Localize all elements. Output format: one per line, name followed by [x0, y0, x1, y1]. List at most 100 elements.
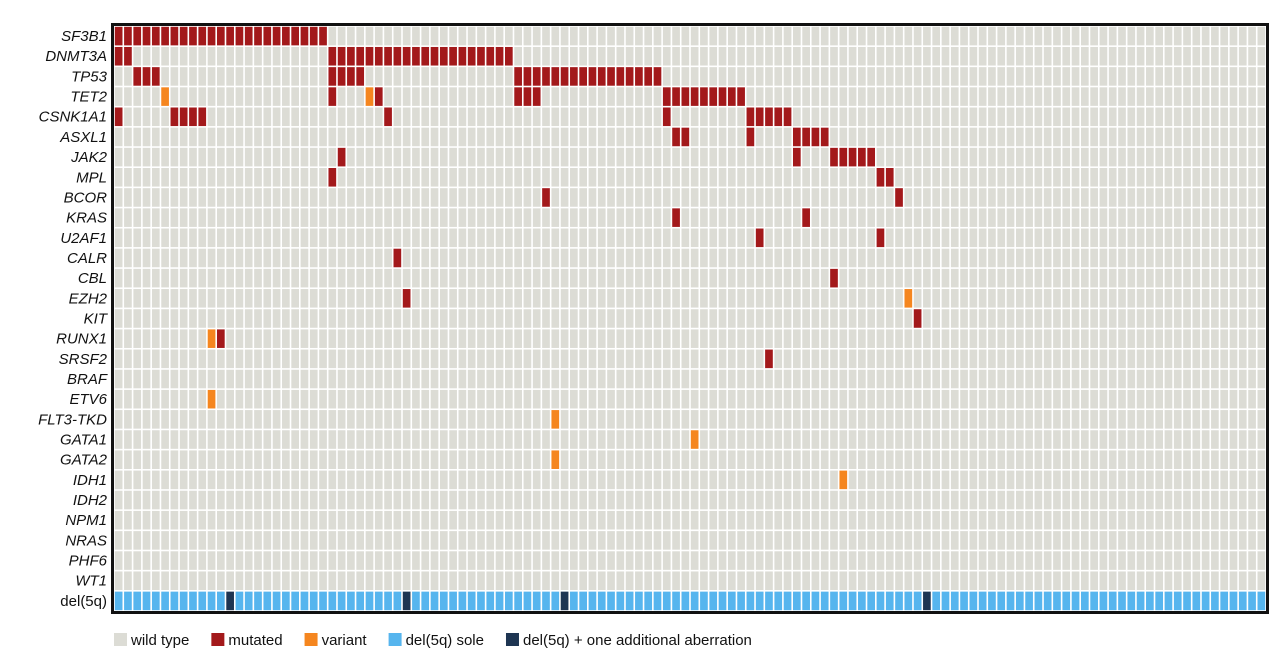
wild-type-cell — [337, 329, 346, 348]
wild-type-cell — [1025, 188, 1033, 207]
wild-type-cell — [848, 329, 857, 348]
del5q-sole-cell — [458, 591, 467, 611]
mutated-cell — [532, 87, 541, 106]
wild-type-cell — [709, 248, 718, 268]
wild-type-cell — [1099, 268, 1108, 288]
wild-type-cell — [309, 329, 318, 348]
wild-type-cell — [523, 430, 532, 449]
wild-type-cell — [1248, 510, 1256, 530]
wild-type-cell — [978, 67, 987, 86]
wild-type-cell — [1108, 571, 1117, 591]
wild-type-cell — [170, 551, 179, 570]
variant-cell — [161, 87, 169, 106]
wild-type-cell — [811, 450, 820, 469]
wild-type-cell — [635, 349, 643, 369]
wild-type-cell — [207, 551, 216, 570]
wild-type-cell — [765, 268, 773, 288]
wild-type-cell — [820, 309, 829, 328]
wild-type-cell — [932, 127, 941, 147]
wild-type-cell — [960, 410, 968, 429]
wild-type-cell — [300, 268, 309, 288]
wild-type-cell — [644, 551, 653, 570]
wild-type-cell — [216, 571, 225, 591]
wild-type-cell — [607, 107, 615, 127]
wild-type-cell — [1118, 309, 1126, 328]
wild-type-cell — [560, 228, 569, 248]
mutated-cell — [560, 67, 569, 86]
wild-type-cell — [876, 470, 885, 490]
wild-type-cell — [876, 46, 885, 66]
wild-type-cell — [941, 228, 950, 248]
wild-type-cell — [597, 430, 606, 449]
wild-type-cell — [700, 430, 708, 449]
wild-type-cell — [477, 389, 485, 409]
mutated-cell — [207, 26, 216, 46]
wild-type-cell — [467, 531, 476, 550]
wild-type-cell — [690, 531, 699, 550]
wild-type-cell — [774, 228, 783, 248]
wild-type-cell — [356, 430, 365, 449]
wild-type-cell — [765, 430, 773, 449]
wild-type-cell — [755, 147, 764, 167]
wild-type-cell — [644, 450, 653, 469]
wild-type-cell — [765, 551, 773, 570]
wild-type-cell — [560, 410, 569, 429]
wild-type-cell — [1164, 490, 1173, 510]
wild-type-cell — [1229, 430, 1238, 449]
wild-type-cell — [347, 228, 355, 248]
wild-type-cell — [412, 87, 420, 106]
wild-type-cell — [467, 289, 476, 308]
wild-type-cell — [1192, 208, 1201, 227]
wild-type-cell — [913, 410, 922, 429]
wild-type-cell — [616, 26, 625, 46]
wild-type-cell — [839, 228, 848, 248]
wild-type-cell — [1229, 531, 1238, 550]
wild-type-cell — [1183, 349, 1191, 369]
wild-type-cell — [644, 349, 653, 369]
del5q-sole-cell — [969, 591, 978, 611]
wild-type-cell — [365, 188, 374, 207]
wild-type-cell — [226, 289, 234, 308]
wild-type-cell — [254, 349, 262, 369]
wild-type-cell — [969, 389, 978, 409]
wild-type-cell — [820, 369, 829, 389]
wild-type-cell — [932, 450, 941, 469]
wild-type-cell — [737, 430, 745, 449]
wild-type-cell — [514, 289, 522, 308]
mutated-cell — [681, 87, 690, 106]
wild-type-cell — [161, 571, 169, 591]
wild-type-cell — [941, 26, 950, 46]
mutated-cell — [653, 67, 662, 86]
wild-type-cell — [839, 248, 848, 268]
wild-type-cell — [662, 510, 671, 530]
wild-type-cell — [1211, 289, 1219, 308]
wild-type-cell — [1127, 26, 1136, 46]
row-label: IDH2 — [73, 492, 108, 509]
wild-type-cell — [1053, 289, 1061, 308]
wild-type-cell — [254, 430, 262, 449]
wild-type-cell — [913, 87, 922, 106]
wild-type-cell — [551, 188, 560, 207]
wild-type-cell — [625, 369, 634, 389]
wild-type-cell — [681, 107, 690, 127]
mutated-cell — [189, 26, 197, 46]
wild-type-cell — [542, 490, 550, 510]
wild-type-cell — [412, 410, 420, 429]
wild-type-cell — [542, 309, 550, 328]
wild-type-cell — [904, 329, 913, 348]
del5q-additional-cell — [560, 591, 569, 611]
wild-type-cell — [170, 289, 179, 308]
wild-type-cell — [1201, 551, 1210, 570]
wild-type-cell — [579, 309, 588, 328]
wild-type-cell — [978, 329, 987, 348]
wild-type-cell — [895, 127, 903, 147]
wild-type-cell — [458, 208, 467, 227]
wild-type-cell — [216, 510, 225, 530]
wild-type-cell — [690, 470, 699, 490]
wild-type-cell — [161, 228, 169, 248]
wild-type-cell — [1062, 369, 1071, 389]
wild-type-cell — [960, 450, 968, 469]
wild-type-cell — [226, 329, 234, 348]
mutated-cell — [198, 107, 207, 127]
wild-type-cell — [1043, 389, 1052, 409]
